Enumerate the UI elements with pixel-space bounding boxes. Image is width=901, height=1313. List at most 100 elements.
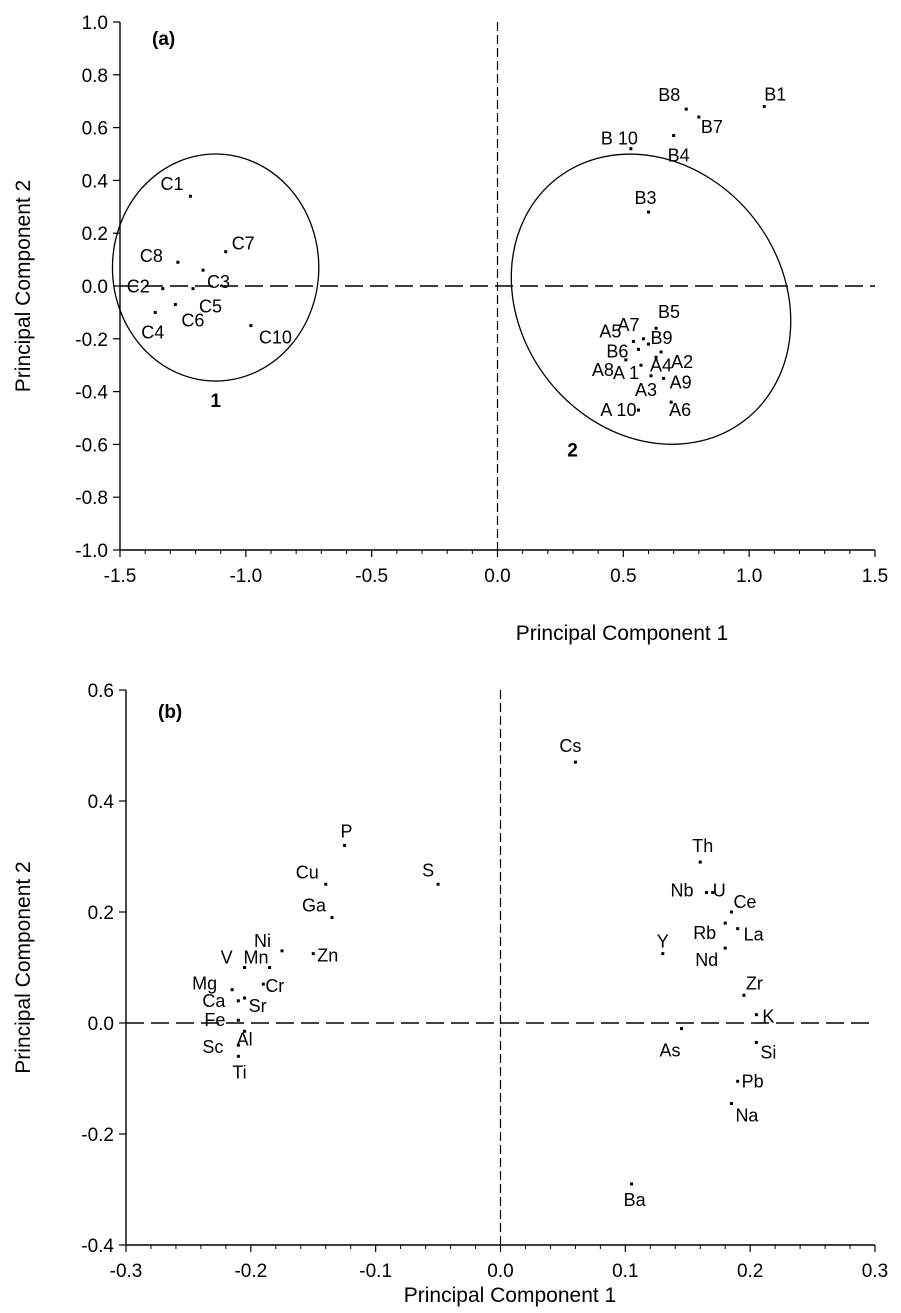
point-label: Mg — [192, 974, 217, 994]
point-label: Y — [657, 932, 669, 952]
point-label: Ce — [733, 892, 756, 912]
point-label: B1 — [764, 84, 786, 104]
data-point — [711, 891, 715, 895]
point-label: Pb — [742, 1071, 764, 1091]
data-point — [191, 287, 195, 291]
data-point — [573, 760, 577, 764]
data-point — [729, 910, 733, 914]
data-point — [624, 358, 628, 362]
y-tick-label: -0.6 — [75, 435, 108, 456]
point-label: A6 — [669, 400, 691, 420]
data-point — [654, 326, 658, 330]
y-tick-label: 0.4 — [82, 171, 109, 192]
cluster-label: 2 — [567, 440, 578, 461]
point-label: Al — [237, 1029, 253, 1049]
y-tick-label: -0.8 — [75, 488, 108, 509]
data-point — [230, 988, 234, 992]
data-point — [754, 1040, 758, 1044]
point-label: B7 — [701, 117, 723, 137]
data-point — [649, 374, 653, 378]
panel-a-scores-plot: -1.5 -1.0 -0.5 0.0 0.5 1.0 1.5 -1.0 -0.8 -0.6 -0.4… — [12, 13, 888, 645]
data-point — [697, 115, 701, 119]
point-label: C7 — [232, 234, 255, 254]
point-label: Ni — [254, 931, 271, 951]
y-tick-label: 0.4 — [88, 792, 115, 813]
point-label: A 10 — [600, 400, 636, 420]
point-label: A5 — [599, 321, 621, 341]
data-point — [630, 1182, 634, 1186]
point-label: A2 — [671, 352, 693, 372]
x-tick-label: 0.2 — [737, 1261, 763, 1282]
x-tick-label: 1.5 — [862, 566, 888, 587]
x-tick-label: -0.2 — [234, 1261, 267, 1282]
y-tick-label: -1.0 — [75, 541, 108, 562]
data-point — [236, 1054, 240, 1058]
point-label: B8 — [658, 85, 680, 105]
data-point — [698, 860, 702, 864]
data-point — [736, 927, 740, 931]
data-point — [176, 260, 180, 264]
point-label: La — [744, 925, 765, 945]
x-tick-label: 0.1 — [612, 1261, 638, 1282]
data-point — [636, 408, 640, 412]
point-label: S — [422, 860, 434, 880]
panel-label: (a) — [152, 29, 175, 50]
data-point — [641, 337, 645, 341]
data-point — [654, 355, 658, 359]
x-tick-label: 0.0 — [487, 1261, 513, 1282]
point-label: A7 — [617, 315, 639, 335]
point-label: B5 — [658, 302, 680, 322]
x-tick-label: -0.5 — [355, 566, 388, 587]
data-point — [629, 147, 633, 151]
data-point — [659, 350, 663, 354]
point-label: Fe — [204, 1010, 225, 1030]
point-label: Nb — [670, 881, 693, 901]
y-tick-label: -0.4 — [81, 1236, 114, 1257]
point-label: B6 — [606, 341, 628, 361]
data-point — [243, 996, 247, 1000]
x-tick-label: 1.0 — [736, 566, 762, 587]
panel-label: (b) — [158, 702, 182, 723]
point-label: C3 — [207, 272, 230, 292]
data-point — [330, 916, 334, 920]
data-point — [324, 882, 328, 886]
data-point — [188, 194, 192, 198]
y-tick-label: 0.0 — [88, 1014, 114, 1035]
data-point — [680, 1027, 684, 1031]
point-label: Zn — [317, 946, 338, 966]
point-label: C6 — [181, 310, 204, 330]
y-tick-label: 0.6 — [88, 681, 114, 702]
point-label: U — [713, 881, 726, 901]
point-label: C2 — [127, 277, 150, 297]
point-label: Th — [692, 836, 713, 856]
y-tick-label: 0.2 — [82, 224, 108, 245]
point-label: Sc — [202, 1037, 223, 1057]
point-label: C1 — [160, 174, 183, 194]
y-tick-label: 0.2 — [88, 903, 114, 924]
y-tick-label: 1.0 — [82, 13, 108, 34]
point-label: C5 — [199, 297, 222, 317]
point-label: A9 — [670, 372, 692, 392]
x-axis-title: Principal Component 1 — [516, 622, 728, 645]
data-point — [647, 342, 650, 346]
point-label: Ba — [624, 1190, 647, 1210]
x-tick-label: 0.0 — [484, 566, 510, 587]
data-point — [153, 310, 157, 314]
point-label: V — [221, 948, 233, 968]
data-point — [762, 104, 766, 108]
y-tick-label: 0.8 — [82, 66, 108, 87]
x-tick-label: -0.3 — [110, 1261, 143, 1282]
data-point — [173, 302, 177, 306]
point-label: Nd — [695, 950, 718, 970]
x-tick-label: 0.3 — [862, 1261, 888, 1282]
point-label: B9 — [651, 328, 673, 348]
point-label: A4 — [650, 355, 672, 375]
data-point — [729, 1101, 733, 1105]
cluster-ellipse-2 — [510, 153, 792, 445]
data-point — [249, 324, 253, 328]
data-point — [662, 376, 666, 380]
point-label: A 1 — [613, 363, 639, 383]
point-label: C8 — [140, 246, 163, 266]
data-point — [236, 999, 240, 1003]
